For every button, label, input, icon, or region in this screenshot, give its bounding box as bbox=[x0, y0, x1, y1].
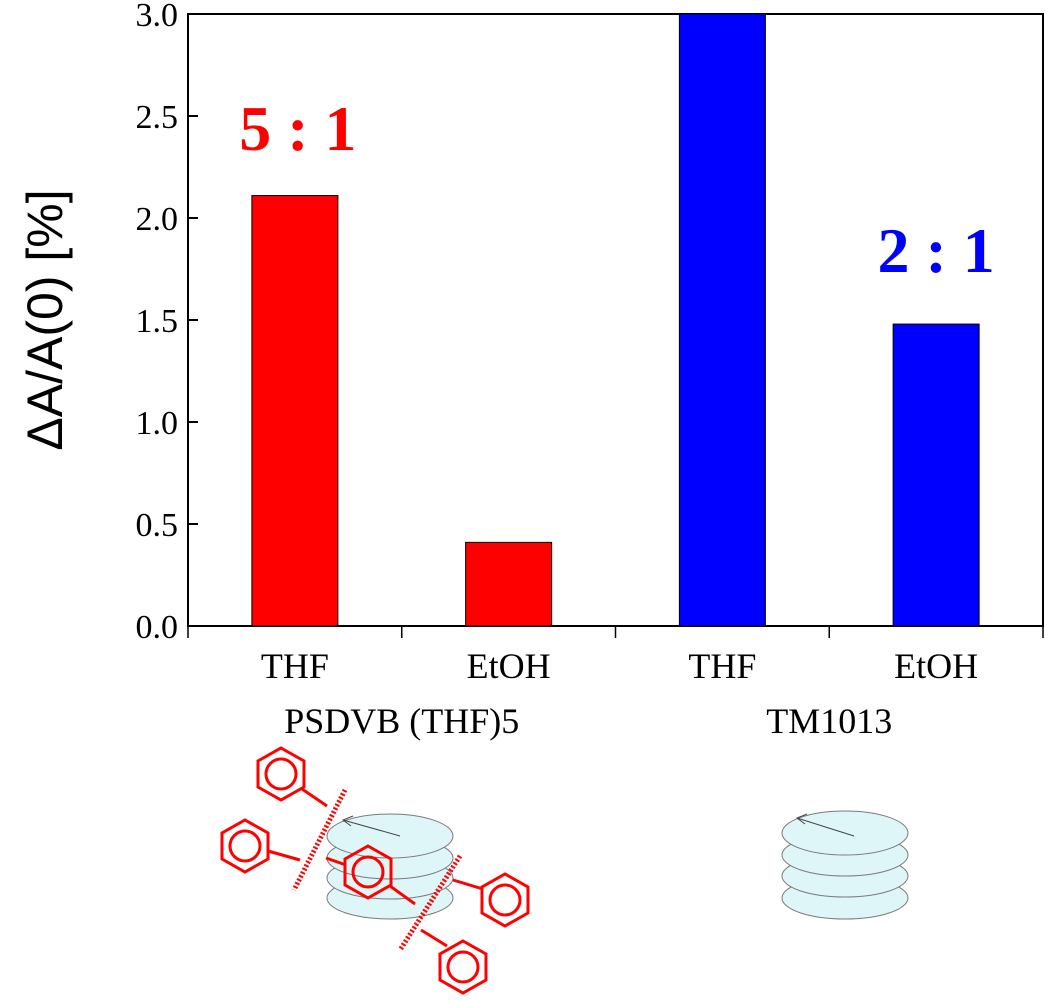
group-label: TM1013 bbox=[766, 701, 892, 741]
y-tick-label: 3.0 bbox=[136, 0, 179, 34]
bar bbox=[465, 541, 553, 627]
y-tick-label: 1.0 bbox=[136, 405, 179, 442]
y-tick-label: 1.5 bbox=[136, 303, 179, 340]
y-tick-label: 2.0 bbox=[136, 201, 179, 238]
y-tick-label: 0.0 bbox=[136, 609, 179, 646]
bar bbox=[251, 195, 339, 627]
ratio-label: 5 : 1 bbox=[239, 93, 356, 164]
y-axis: 0.0 0.5 1.0 1.5 2.0 2.5 3.0 bbox=[136, 0, 198, 646]
x-axis bbox=[187, 626, 1044, 638]
y-tick-label: 0.5 bbox=[136, 507, 179, 544]
ratio-label: 2 : 1 bbox=[877, 215, 994, 286]
cut-lines bbox=[291, 788, 463, 952]
category-label: THF bbox=[261, 646, 329, 686]
category-label: EtOH bbox=[467, 646, 551, 686]
bar bbox=[892, 323, 980, 627]
category-label: THF bbox=[688, 646, 756, 686]
stacked-discs-with-phenyl-rings-icon bbox=[220, 746, 530, 995]
category-label: EtOH bbox=[894, 646, 978, 686]
y-axis-title: ΔA/A(0) [%] bbox=[17, 189, 73, 450]
bars bbox=[251, 13, 980, 627]
stacked-discs-icon bbox=[781, 810, 909, 920]
phenyl-rings bbox=[220, 746, 530, 995]
group-label: PSDVB (THF)5 bbox=[284, 701, 519, 741]
bar bbox=[678, 13, 766, 627]
y-tick-label: 2.5 bbox=[136, 99, 179, 136]
